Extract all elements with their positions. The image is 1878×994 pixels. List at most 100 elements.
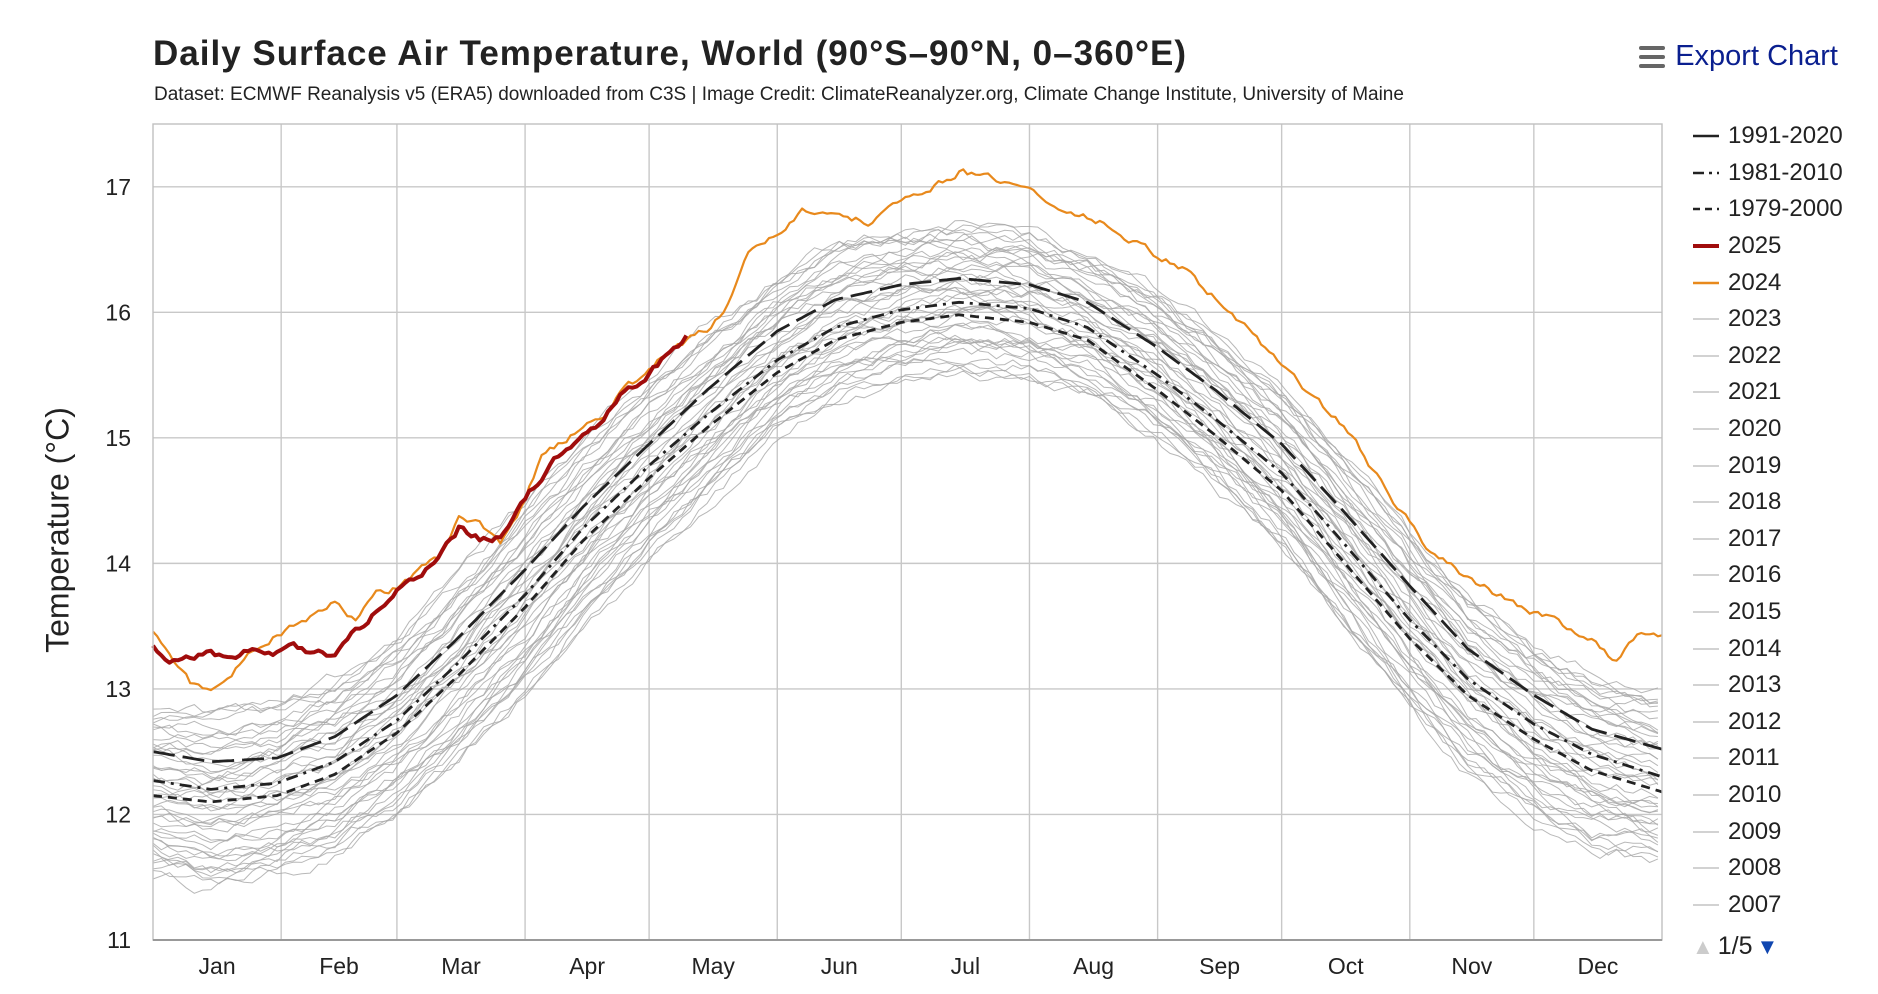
x-tick-label: Nov [1451,953,1492,979]
legend-label: 2013 [1728,671,1782,699]
past-year-line [152,261,1659,773]
x-tick-label: Jan [199,953,236,979]
legend-item-2011[interactable]: 2011 [1692,740,1872,777]
past-year-line [152,358,1659,874]
past-year-line [152,365,1659,885]
legend-label: 1981-2010 [1728,158,1843,186]
legend-item-2019[interactable]: 2019 [1692,447,1872,484]
x-tick-label: Feb [319,953,359,979]
y-tick-label: 14 [105,550,131,576]
legend-item-2015[interactable]: 2015 [1692,594,1872,631]
past-year-line [152,259,1659,780]
past-year-line [152,321,1658,828]
chart-subtitle: Dataset: ECMWF Reanalysis v5 (ERA5) down… [154,84,1404,105]
legend-item-2008[interactable]: 2008 [1692,850,1872,887]
legend-item-2012[interactable]: 2012 [1692,704,1872,741]
past-year-line [152,340,1659,877]
legend-label: 2019 [1728,451,1782,479]
legend-label: 2020 [1728,415,1782,443]
legend-item-2009[interactable]: 2009 [1692,813,1872,850]
legend-label: 2016 [1728,561,1782,589]
legend-item-2024[interactable]: 2024 [1692,264,1872,301]
x-tick-label: May [691,953,735,979]
legend-item-1979-2000[interactable]: 1979-2000 [1692,191,1872,228]
legend: 1991-2020 1981-2010 1979-2000 2025 2024 2023 2… [1692,118,1872,923]
past-year-line [152,260,1659,782]
x-tick-label: Jun [821,953,858,979]
x-tick-label: Aug [1073,953,1114,979]
y-tick-label: 16 [105,299,131,325]
legend-item-2007[interactable]: 2007 [1692,886,1872,923]
past-year-line [152,239,1659,750]
past-year-line [152,247,1659,764]
triangle-down-icon[interactable]: ▼ [1756,933,1779,959]
legend-swatch [1693,391,1719,393]
y-tick-label: 13 [105,676,131,702]
legend-label: 1979-2000 [1728,195,1843,223]
series-line-1991-2020 [152,276,1663,764]
past-year-line [152,248,1658,741]
export-chart-button[interactable]: Export Chart [1639,40,1838,73]
legend-label: 2010 [1728,780,1782,808]
legend-swatch [1693,281,1719,284]
series-line-1979-2000 [152,313,1663,804]
legend-item-1981-2010[interactable]: 1981-2010 [1692,155,1872,192]
x-tick-label: Mar [441,953,481,979]
legend-item-1991-2020[interactable]: 1991-2020 [1692,118,1872,155]
legend-swatch [1693,831,1719,833]
legend-swatch [1693,721,1719,723]
past-year-line [152,280,1659,799]
past-year-line [152,304,1659,825]
series-line-1981-2010 [152,300,1663,791]
legend-item-2022[interactable]: 2022 [1692,338,1872,375]
legend-page-label: 1/5 [1717,932,1753,960]
legend-swatch [1693,208,1719,211]
past-year-line [152,224,1658,721]
past-year-line [152,324,1658,842]
past-year-line [152,229,1658,724]
series-lines [151,168,1663,804]
past-year-line [152,233,1658,743]
legend-item-2023[interactable]: 2023 [1692,301,1872,338]
hamburger-menu-icon [1639,45,1666,68]
legend-item-2014[interactable]: 2014 [1692,630,1872,667]
past-year-line [152,322,1658,844]
chart-plot-area: 11 12 13 14 15 16 17 Jan Feb Mar Apr May Jun Jul Aug S… [105,123,1663,979]
legend-item-2010[interactable]: 2010 [1692,777,1872,814]
x-tick-label: Oct [1328,953,1364,979]
legend-label: 2022 [1728,341,1782,369]
legend-label: 2017 [1728,524,1782,552]
legend-pager: ▲ 1/5 ▼ [1692,932,1778,961]
past-year-line [152,224,1659,718]
y-tick-label: 17 [105,174,131,200]
legend-item-2017[interactable]: 2017 [1692,521,1872,558]
past-year-line [152,340,1659,872]
legend-swatch [1693,134,1719,138]
past-year-line [152,219,1659,713]
legend-item-2020[interactable]: 2020 [1692,411,1872,448]
x-tick-label: Jul [951,953,980,979]
legend-item-2018[interactable]: 2018 [1692,484,1872,521]
x-tick-label: Dec [1577,953,1618,979]
legend-item-2013[interactable]: 2013 [1692,667,1872,704]
triangle-up-icon[interactable]: ▲ [1692,933,1714,959]
x-tick-labels: Jan Feb Mar Apr May Jun Jul Aug Sep Oct Nov Dec [199,953,1619,979]
legend-label: 2009 [1728,817,1782,845]
legend-swatch [1693,171,1719,175]
grid-lines [153,124,1662,940]
chart-title: Daily Surface Air Temperature, World (90… [153,34,1188,73]
legend-item-2016[interactable]: 2016 [1692,557,1872,594]
legend-item-2025[interactable]: 2025 [1692,228,1872,265]
past-year-line [152,334,1658,862]
legend-label: 2007 [1728,890,1782,918]
legend-swatch [1693,648,1719,650]
past-year-line [152,248,1659,755]
legend-swatch [1693,244,1719,249]
legend-swatch [1693,757,1719,759]
past-years-lines [152,219,1659,894]
past-year-line [152,337,1659,858]
legend-item-2021[interactable]: 2021 [1692,374,1872,411]
legend-label: 2025 [1728,232,1782,260]
legend-label: 2011 [1728,744,1780,772]
legend-swatch [1693,465,1719,467]
